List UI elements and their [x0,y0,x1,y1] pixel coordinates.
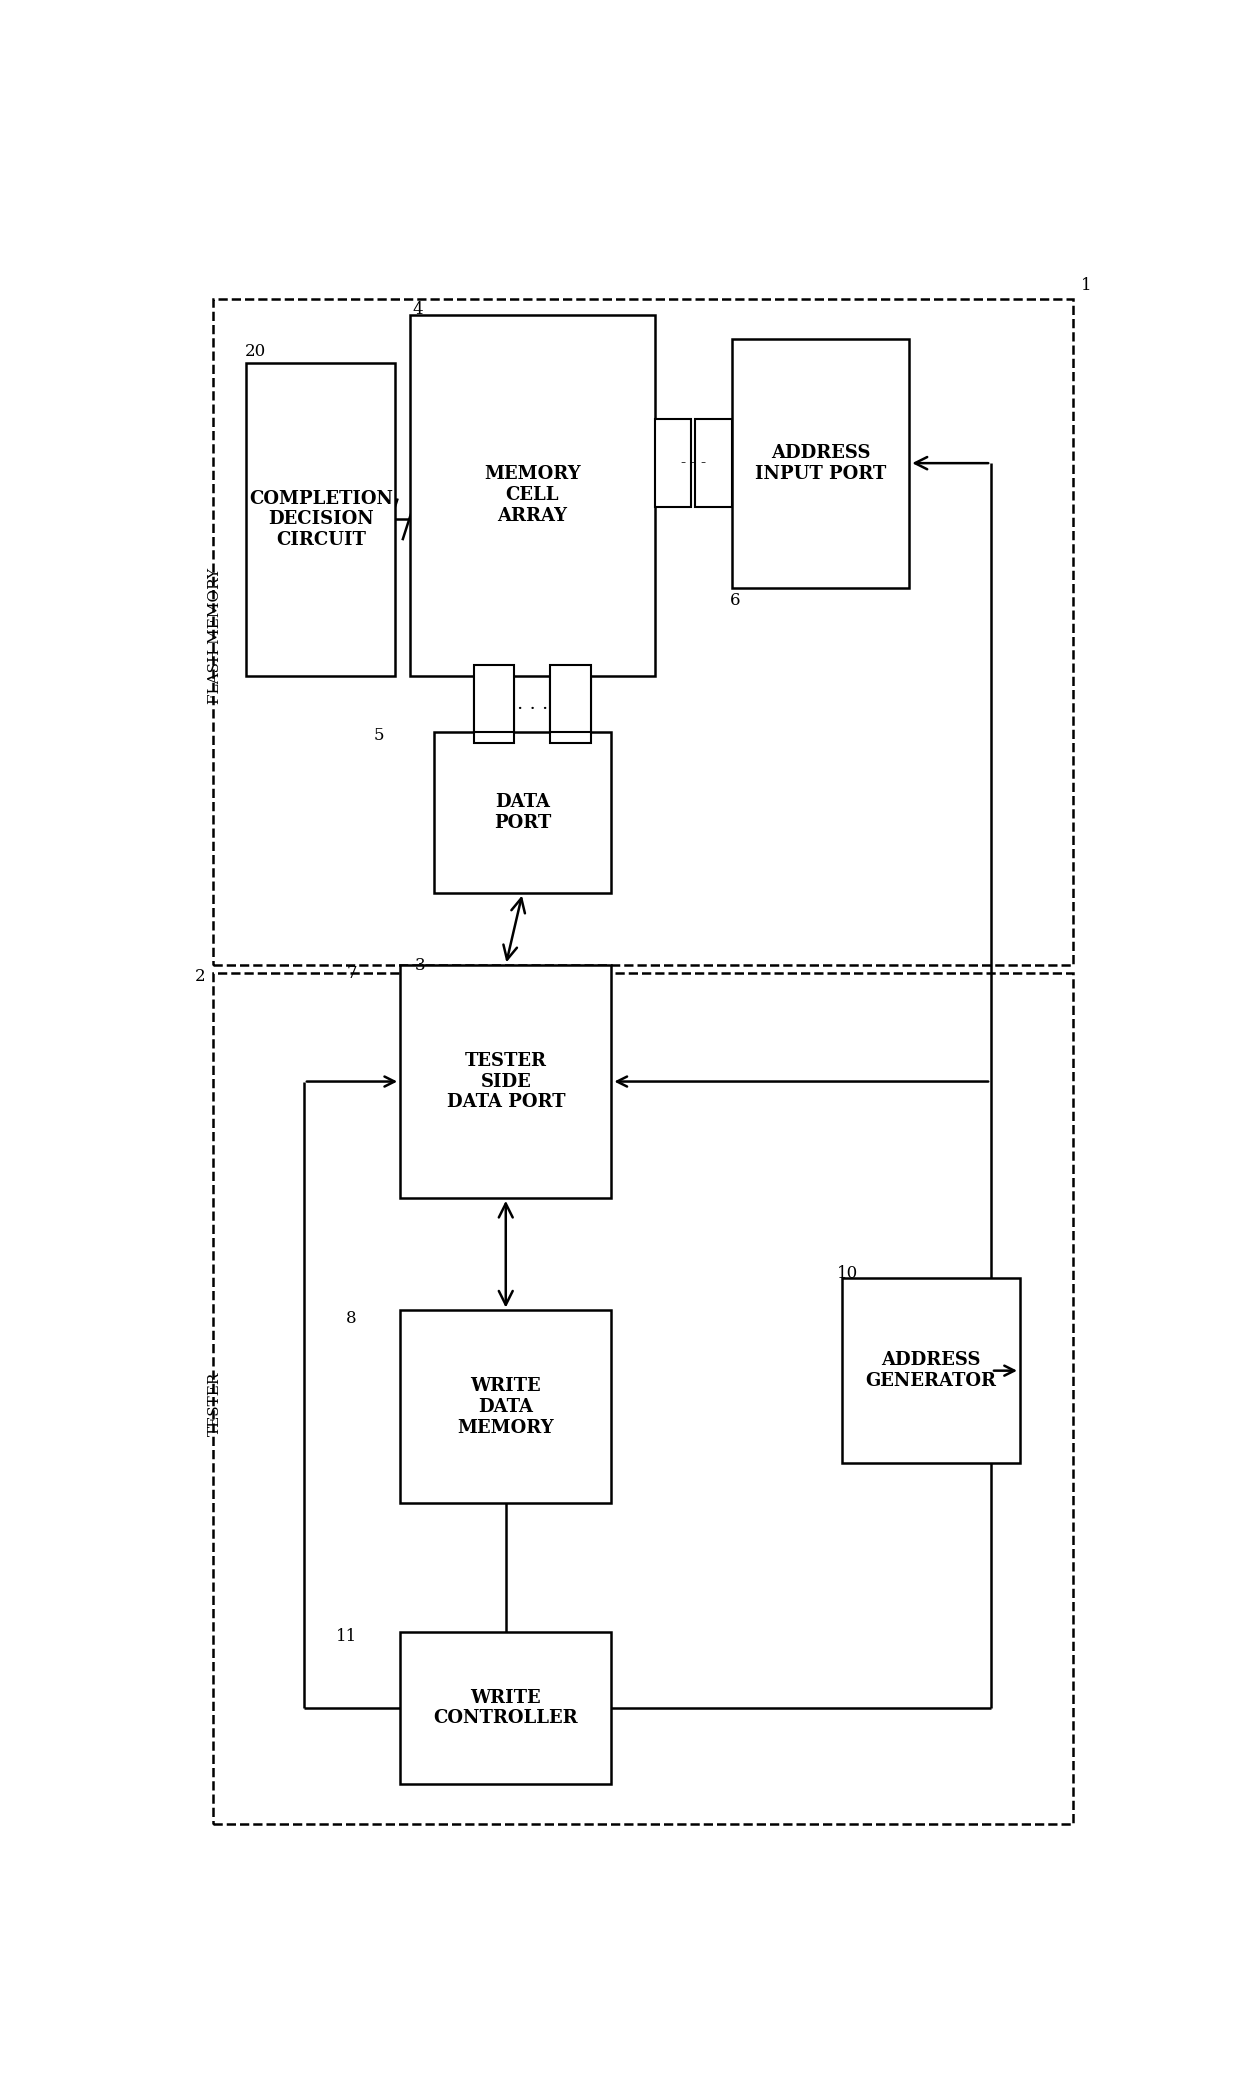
Text: 7: 7 [346,964,357,983]
Text: 3: 3 [414,957,425,974]
Bar [474,665,513,732]
Bar [551,665,590,732]
Text: COMPLETION
DECISION
CIRCUIT: COMPLETION DECISION CIRCUIT [249,490,393,549]
Bar [401,1310,611,1504]
Bar [434,732,611,893]
Bar [842,1279,1019,1462]
Text: 6: 6 [729,592,740,609]
Text: 2: 2 [195,968,205,985]
Text: 4: 4 [413,300,423,319]
Text: 1: 1 [1081,277,1092,294]
Bar [696,419,732,507]
Text: 8: 8 [346,1310,357,1327]
Text: DATA
PORT: DATA PORT [494,793,552,832]
Text: TESTER: TESTER [207,1371,222,1435]
Bar [401,1631,611,1784]
Text: ADDRESS
INPUT PORT: ADDRESS INPUT PORT [755,444,887,482]
Text: 11: 11 [336,1627,357,1646]
Text: ADDRESS
GENERATOR: ADDRESS GENERATOR [866,1352,997,1389]
Text: - - -: - - - [681,457,706,469]
Bar [247,363,396,676]
Text: 5: 5 [373,726,383,745]
Bar [409,315,655,676]
Text: MEMORY
CELL
ARRAY: MEMORY CELL ARRAY [484,465,580,526]
Bar [213,298,1073,966]
Bar [401,966,611,1197]
Text: 10: 10 [837,1264,858,1283]
Bar [655,419,691,507]
Text: . . .: . . . [517,695,548,713]
Text: FLASH MEMORY: FLASH MEMORY [207,567,222,703]
Text: TESTER
SIDE
DATA PORT: TESTER SIDE DATA PORT [446,1051,565,1112]
Text: 20: 20 [244,342,265,361]
Text: WRITE
CONTROLLER: WRITE CONTROLLER [434,1688,578,1727]
Bar [551,676,590,743]
Bar [732,338,909,588]
Text: WRITE
DATA
MEMORY: WRITE DATA MEMORY [458,1377,554,1437]
Bar [213,974,1073,1825]
Bar [474,676,513,743]
